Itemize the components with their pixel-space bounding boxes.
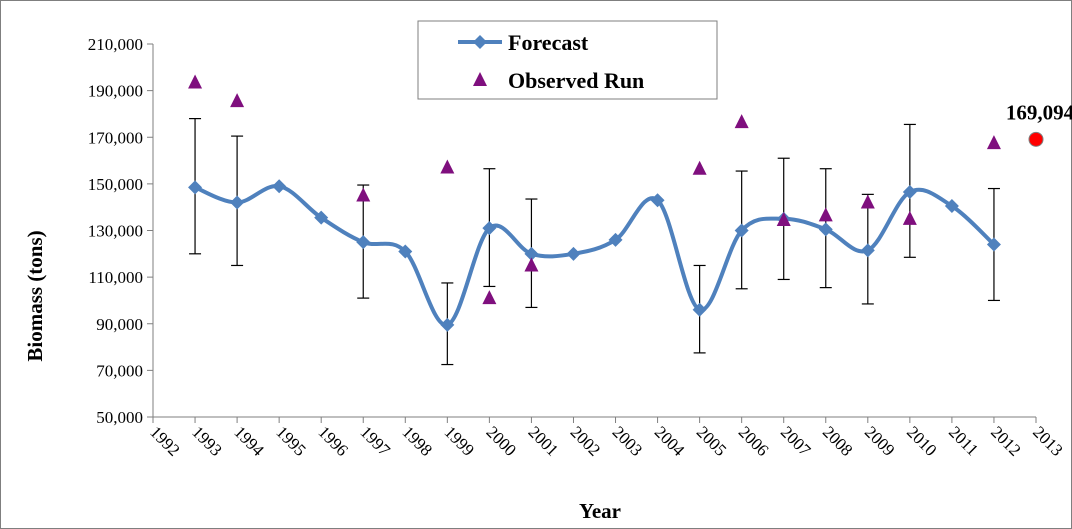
x-tick-label: 2004 [651,422,689,460]
x-tick-label: 2001 [525,422,562,459]
x-tick-label: 1997 [356,422,394,460]
forecast-point [986,237,1001,252]
legend: Forecast Observed Run [417,20,718,100]
annotations: 169,094 [1006,100,1072,147]
x-tick-label: 2006 [735,422,772,459]
forecast-point [608,232,623,247]
y-axis-title: Biomass (tons) [23,230,47,361]
forecast-line [194,184,996,327]
x-tick-label: 2003 [609,422,646,459]
observed-point [482,290,497,305]
x-tick-label: 2009 [861,422,898,459]
forecast-point [944,199,959,214]
observed-point [860,194,875,209]
x-tick-label: 1998 [398,422,435,459]
x-tick-label: 2008 [819,422,856,459]
forecast-point [482,221,497,236]
observed-point [818,207,833,222]
observed-point [524,257,539,272]
annotation-label: 169,094 [1006,100,1072,124]
forecast-point [272,179,287,194]
legend-box [417,20,718,100]
forecast-point [902,185,917,200]
forecast-point [524,246,539,261]
observed-point [776,212,791,227]
forecast-point [314,210,329,225]
forecast-point [692,302,707,317]
x-tick-label: 2012 [987,422,1024,459]
y-tick-label: 70,000 [96,361,143,380]
x-tick-label: 1996 [314,422,351,459]
x-tick-label: 2010 [903,422,940,459]
forecast-point [734,223,749,238]
forecast-point [818,222,833,237]
legend-forecast-label: Forecast [508,30,589,55]
x-tick-label: 2005 [693,422,730,459]
y-tick-label: 150,000 [88,175,143,194]
x-tick-label: 2000 [483,422,520,459]
forecast-point [440,317,455,332]
x-tick-label: 1999 [441,422,478,459]
observed-point [440,159,455,174]
forecast-point [398,244,413,259]
y-tick-label: 50,000 [96,408,143,427]
legend-observed-label: Observed Run [508,68,644,93]
forecast-series [188,179,1001,332]
x-tick-label: 2002 [567,422,604,459]
x-tick-label: 2007 [777,422,815,460]
forecast-point [650,193,665,208]
x-tick-label: 1992 [146,422,183,459]
forecast-point [860,243,875,258]
legend-forecast-marker [473,35,487,49]
y-tick-label: 110,000 [88,268,143,287]
observed-point [734,114,749,129]
x-tick-label: 1994 [230,422,268,460]
annotation-point [1028,131,1044,147]
observed-series [188,74,1001,305]
observed-point [986,135,1001,150]
observed-point [902,210,917,225]
x-axis-title: Year [579,499,621,523]
observed-point [692,160,707,175]
x-tick-label: 2011 [945,422,982,459]
x-tick-label: 2013 [1029,422,1066,459]
y-tick-label: 170,000 [88,128,143,147]
forecast-point [230,195,245,210]
observed-point [188,74,203,89]
observed-point [356,187,371,202]
legend-observed-marker [473,72,487,86]
x-tick-label: 1995 [272,422,309,459]
y-tick-label: 210,000 [88,35,143,54]
forecast-point [188,180,203,195]
y-tick-label: 90,000 [96,315,143,334]
x-tick-label: 1993 [188,422,225,459]
y-tick-label: 130,000 [88,222,143,241]
y-tick-label: 190,000 [88,82,143,101]
forecast-point [566,246,581,261]
forecast-point [356,235,371,250]
observed-point [230,93,245,108]
